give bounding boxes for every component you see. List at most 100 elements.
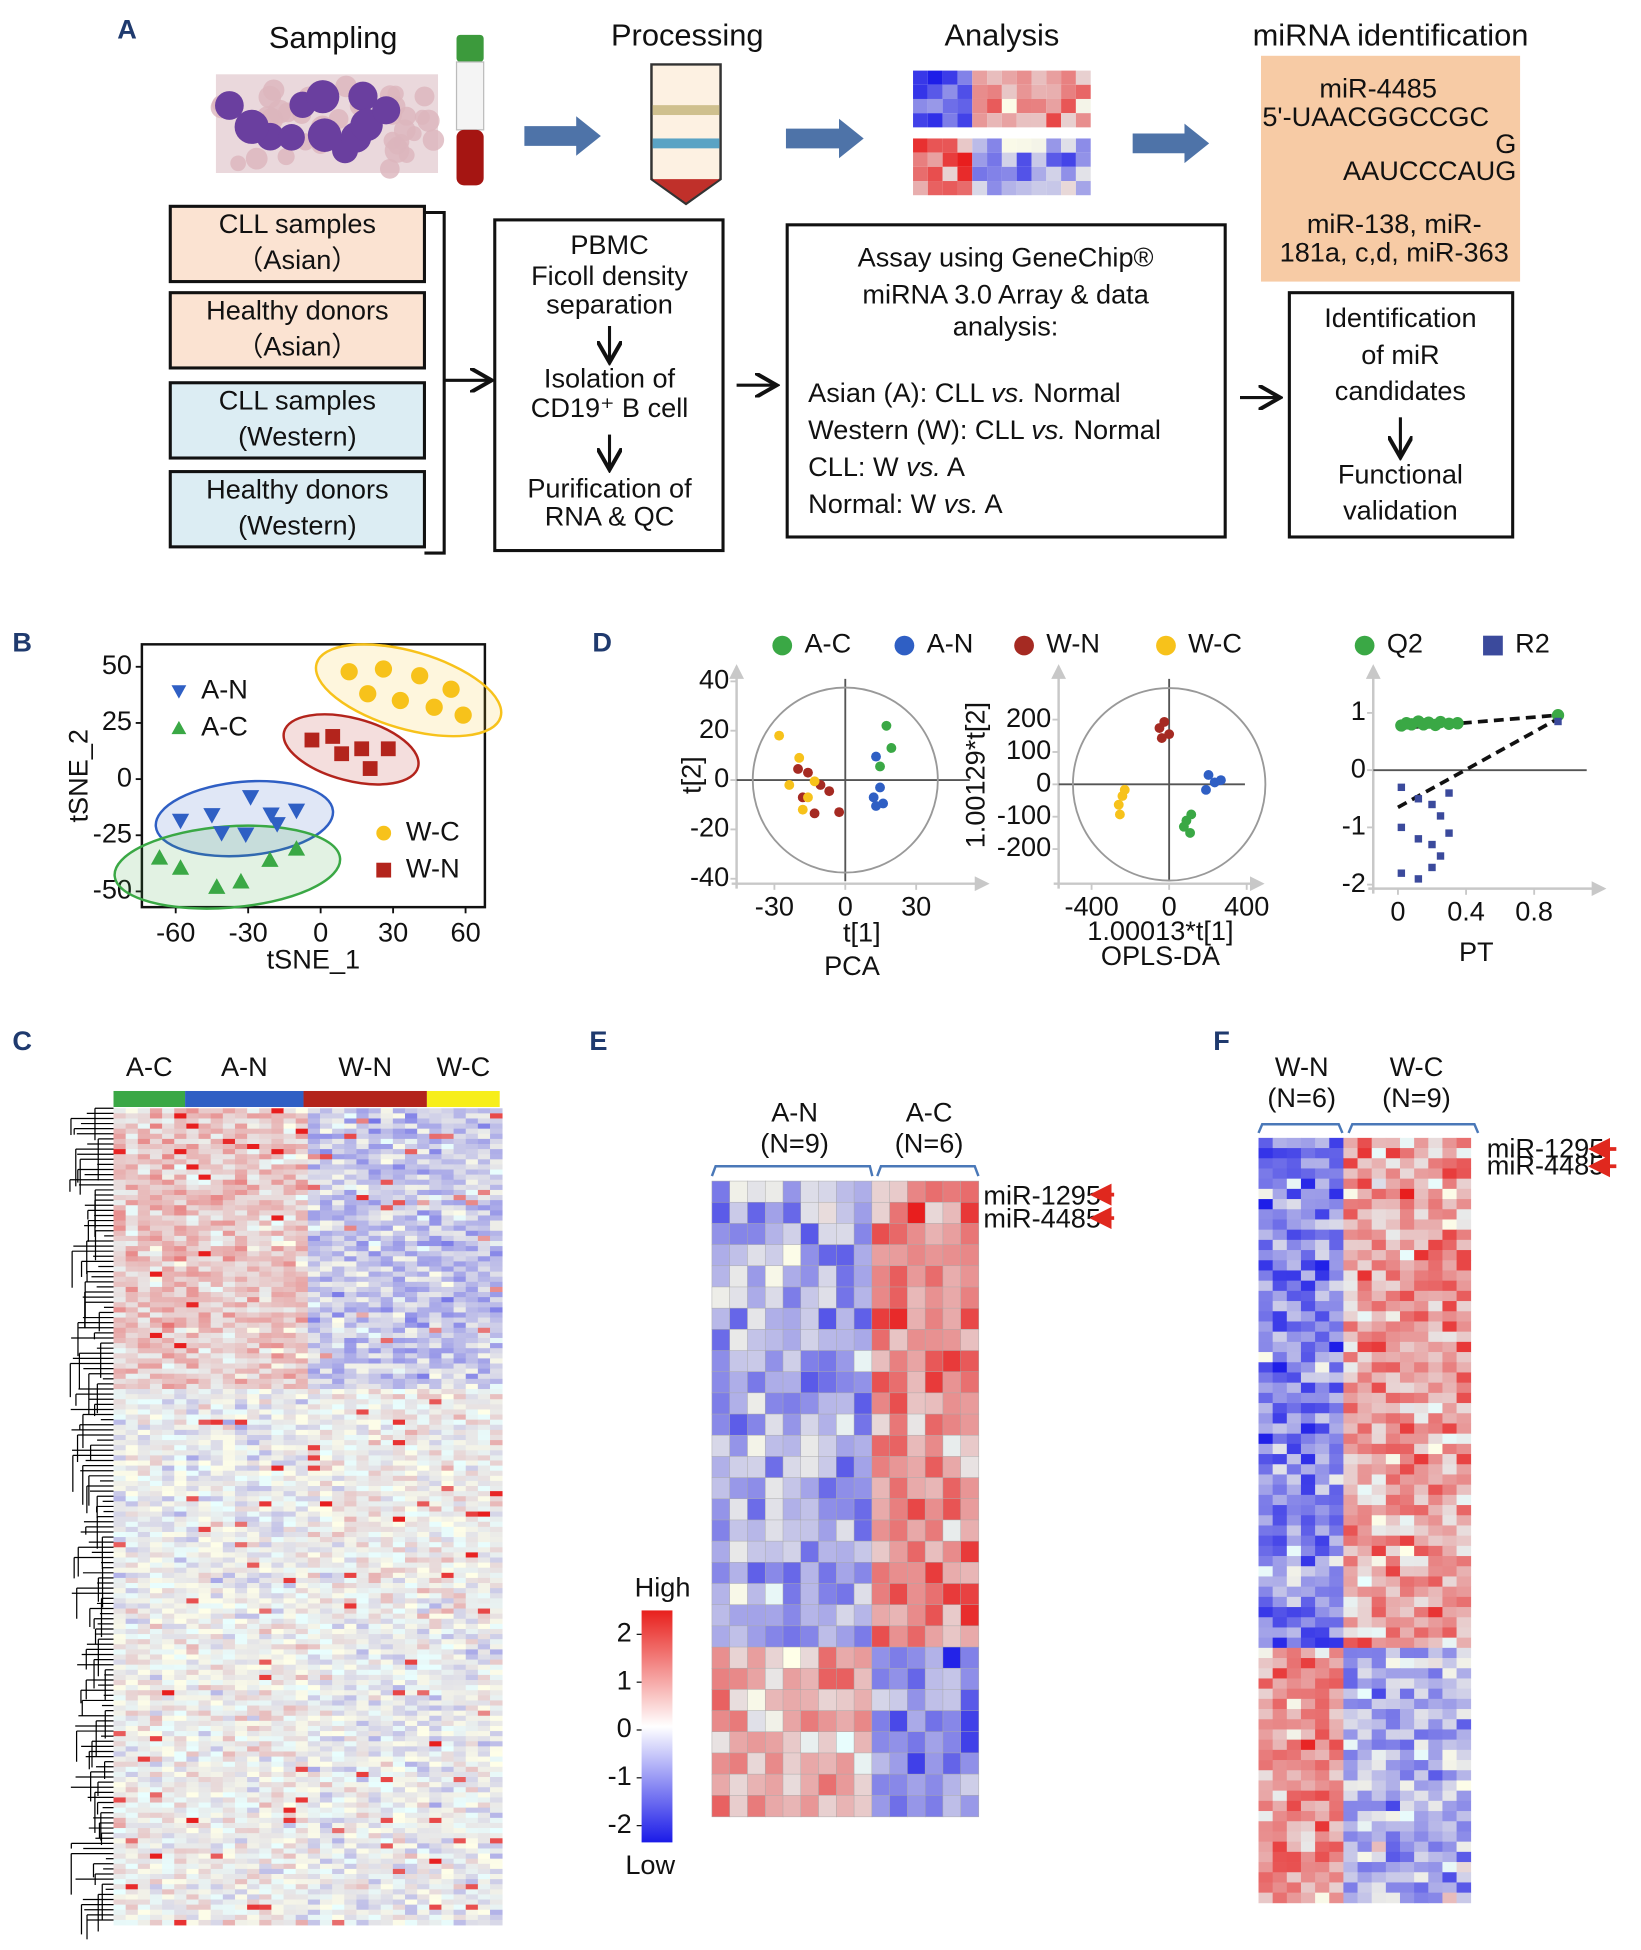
heat-cell	[259, 1210, 272, 1216]
heat-cell	[222, 1588, 236, 1594]
heat-cell	[149, 1195, 163, 1201]
heat-cell	[368, 1205, 382, 1211]
heat-cell	[149, 1118, 163, 1124]
heat-cell	[368, 1256, 382, 1262]
heat-cell	[210, 1782, 224, 1788]
heat-cell	[453, 1618, 467, 1625]
heat-cell	[319, 1220, 333, 1227]
heat-cell	[186, 1343, 199, 1349]
heat-cell	[380, 1715, 394, 1722]
heat-cell	[465, 1674, 479, 1681]
heat-cell	[149, 1409, 163, 1415]
heat-cell	[149, 1123, 163, 1130]
heat-cell	[283, 1659, 297, 1666]
heat-cell	[174, 1174, 187, 1181]
heat-cell	[490, 1164, 503, 1170]
heat-cell	[392, 1389, 406, 1395]
heat-cell	[259, 1307, 272, 1313]
heat-cell	[368, 1434, 382, 1441]
heat-cell	[174, 1271, 187, 1278]
mini-cell	[1016, 152, 1032, 167]
heat-cell	[417, 1715, 430, 1722]
heat-cell	[356, 1128, 369, 1135]
heat-cell	[283, 1450, 297, 1456]
mini-cell	[1001, 181, 1017, 196]
point	[203, 808, 221, 824]
heat-cell	[210, 1174, 224, 1181]
heat-cell	[307, 1583, 321, 1589]
flow-arrow	[524, 116, 601, 156]
heat-cell	[295, 1822, 309, 1829]
heat-cell	[392, 1302, 406, 1308]
x-tick-label: 60	[450, 916, 480, 947]
heat-cell	[380, 1348, 394, 1354]
heat-cell	[490, 1511, 503, 1518]
heat-cell	[198, 1695, 212, 1701]
heat-cell	[222, 1771, 236, 1778]
heat-cell	[271, 1440, 284, 1446]
heat-cell	[125, 1246, 139, 1252]
heat-cell	[356, 1628, 369, 1635]
heat-cell	[490, 1450, 503, 1456]
heat-cell	[441, 1225, 454, 1232]
heat-cell	[149, 1613, 163, 1620]
heat-cell	[344, 1782, 357, 1788]
heat-cell	[271, 1210, 284, 1216]
heat-cell	[417, 1736, 430, 1742]
lymphocyte	[215, 91, 244, 120]
heat-cell	[441, 1777, 454, 1783]
heat-cell	[247, 1210, 260, 1216]
heat-cell	[368, 1746, 382, 1752]
heat-cell	[174, 1486, 187, 1492]
heat-cell	[429, 1705, 442, 1712]
heat-cell	[137, 1261, 151, 1267]
heat-cell	[259, 1822, 272, 1829]
heat-cell	[405, 1332, 418, 1339]
heat-cell	[186, 1215, 199, 1221]
heat-cell	[368, 1649, 382, 1655]
heat-cell	[465, 1327, 479, 1334]
heat-cell	[259, 1725, 272, 1732]
heat-cell	[210, 1409, 224, 1415]
heat-cell	[441, 1373, 454, 1380]
heat-cell	[283, 1583, 297, 1589]
heat-cell	[210, 1475, 224, 1482]
mirna-others: miR-138, miR-	[1307, 208, 1482, 239]
heat-cell	[174, 1440, 187, 1446]
heat-cell	[162, 1756, 175, 1763]
heat-cell	[477, 1317, 491, 1324]
heat-cell	[283, 1383, 297, 1390]
mini-cell	[987, 166, 1002, 182]
heat-cell	[429, 1807, 442, 1814]
heat-cell	[453, 1766, 467, 1773]
heat-cell	[210, 1297, 224, 1303]
heat-cell	[259, 1674, 272, 1681]
heat-cell	[271, 1373, 284, 1380]
heat-cell	[319, 1429, 333, 1436]
heat-cell	[198, 1200, 212, 1206]
heat-cell	[198, 1506, 212, 1512]
sequence: 5'-UAACGGCCGC	[1262, 101, 1489, 132]
heat-cell	[307, 1266, 321, 1272]
heat-cell	[222, 1807, 236, 1814]
heat-cell	[405, 1812, 418, 1819]
heat-cell	[222, 1623, 236, 1630]
heat-cell	[441, 1674, 454, 1681]
heat-cell	[332, 1409, 345, 1415]
heat-cell	[405, 1628, 418, 1635]
heat-cell	[429, 1297, 442, 1303]
heat-cell	[453, 1664, 467, 1671]
heat-cell	[490, 1705, 503, 1712]
heat-cell	[356, 1623, 369, 1630]
heat-cell	[380, 1725, 394, 1732]
heat-cell	[490, 1276, 503, 1283]
heat-cell	[344, 1399, 357, 1405]
heat-cell	[125, 1143, 139, 1150]
heat-cell	[113, 1271, 127, 1278]
heat-cell	[259, 1108, 272, 1114]
heat-cell	[429, 1429, 442, 1436]
heat-cell	[162, 1414, 175, 1421]
heat-cell	[405, 1220, 418, 1227]
heat-cell	[441, 1271, 454, 1278]
heat-cell	[417, 1261, 430, 1267]
